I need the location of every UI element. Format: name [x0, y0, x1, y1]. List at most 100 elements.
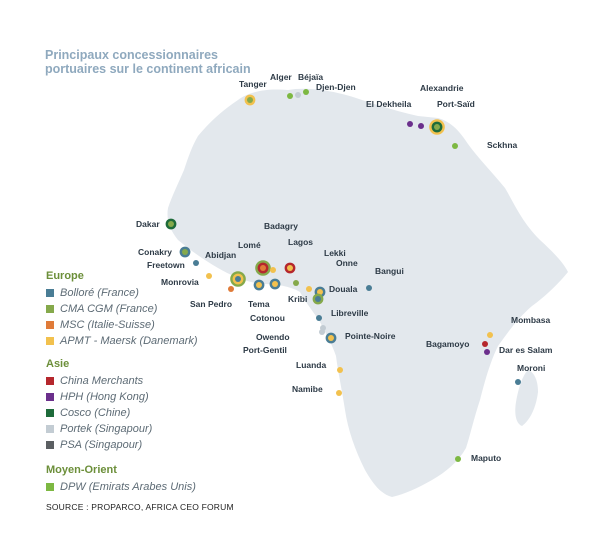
legend-label: APMT - Maersk (Danemark): [60, 335, 198, 347]
port-marker-conakry: Conakry: [138, 246, 191, 258]
port-marker-dakar: Dakar: [136, 218, 177, 230]
port-label: Maputo: [471, 453, 501, 463]
africa-landmass: [167, 88, 568, 497]
legend-item: APMT - Maersk (Danemark): [46, 333, 198, 349]
legend-item: CMA CGM (France): [46, 301, 198, 317]
legend-heading: Europe: [46, 270, 84, 282]
port-label: Douala: [329, 284, 358, 294]
port-label: Libreville: [331, 308, 369, 318]
port-marker-freetown: Freetown: [147, 260, 199, 270]
legend-europe: Europe Bolloré (France) CMA CGM (France)…: [46, 270, 198, 349]
port-dot: [287, 93, 293, 99]
port-label: Tanger: [239, 79, 267, 89]
port-label: Dar es Salam: [499, 345, 553, 355]
port-dot: [319, 329, 325, 335]
port-label: Namibe: [292, 384, 323, 394]
port-dot: [293, 280, 299, 286]
legend-swatch: [46, 337, 54, 345]
port-label: Monrovia: [161, 277, 199, 287]
port-label: Onne: [336, 258, 358, 268]
legend-item: China Merchants: [46, 373, 152, 389]
legend-item: PSA (Singapour): [46, 437, 152, 453]
port-label: Tema: [248, 299, 270, 309]
port-marker-cotonou: Cotonou: [250, 278, 285, 323]
port-marker-lom-: Lomé: [238, 240, 271, 276]
legend-heading: Asie: [46, 358, 70, 370]
port-label: Pointe-Noire: [345, 331, 396, 341]
port-marker-lekki: Lekki: [293, 248, 346, 286]
legend-item: HPH (Hong Kong): [46, 389, 152, 405]
legend-asie: Asie China Merchants HPH (Hong Kong) Cos…: [46, 358, 152, 453]
port-label: Lomé: [238, 240, 261, 250]
port-dot: [366, 285, 372, 291]
port-label: Sckhna: [487, 140, 518, 150]
port-ring: [287, 265, 293, 271]
port-marker-bagamoyo: Bagamoyo: [426, 339, 488, 349]
port-dot: [303, 89, 309, 95]
port-label: Port-Gentil: [243, 345, 287, 355]
port-label: Moroni: [517, 363, 545, 373]
port-marker-kribi: Kribi: [288, 293, 324, 305]
port-ring: [272, 281, 278, 287]
port-dot: [452, 143, 458, 149]
port-marker-dar-es-salam: Dar es Salam: [484, 345, 553, 355]
port-marker-b-ja-a: Béjaïa: [295, 72, 323, 98]
port-label: Béjaïa: [298, 72, 323, 82]
legend-swatch: [46, 441, 54, 449]
port-label: Freetown: [147, 260, 185, 270]
port-marker-badagry: Badagry: [264, 221, 298, 273]
port-marker-mombasa: Mombasa: [487, 315, 550, 338]
legend-item: MSC (Italie-Suisse): [46, 317, 198, 333]
port-marker-owendo: Owendo: [256, 325, 326, 342]
legend-item: Bolloré (France): [46, 285, 198, 301]
port-marker-abidjan: Abidjan: [205, 250, 246, 287]
port-marker-port-sa-d: Port-Saïd: [429, 99, 475, 135]
port-marker-tema: Tema: [248, 279, 270, 309]
port-dot: [306, 286, 312, 292]
port-marker-alexandrie: Alexandrie: [418, 83, 464, 129]
port-ring: [182, 249, 188, 255]
port-label: Lekki: [324, 248, 346, 258]
legend-swatch: [46, 377, 54, 385]
port-ring: [328, 335, 334, 341]
legend-heading: Moyen-Orient: [46, 464, 117, 476]
port-dot: [316, 315, 322, 321]
port-label: Kribi: [288, 294, 307, 304]
port-label: Djen-Djen: [316, 82, 356, 92]
port-dot: [228, 286, 234, 292]
port-label: Conakry: [138, 247, 172, 257]
legend-label: China Merchants: [60, 375, 144, 387]
port-label: Bangui: [375, 266, 404, 276]
port-marker-monrovia: Monrovia: [161, 273, 212, 287]
port-marker-tanger: Tanger: [239, 79, 267, 106]
port-label: Bagamoyo: [426, 339, 469, 349]
legend-item: DPW (Emirats Arabes Unis): [46, 479, 196, 495]
port-marker-pointe-noire: Pointe-Noire: [325, 331, 396, 344]
legend-label: Portek (Singapour): [60, 423, 153, 435]
port-marker-djen-djen: Djen-Djen: [303, 82, 356, 95]
map-title-line-1: Principaux concessionnaires: [45, 48, 218, 62]
port-label: El Dekheila: [366, 99, 412, 109]
port-ring: [260, 265, 266, 271]
africa-continent: [167, 88, 568, 497]
port-ring: [247, 97, 253, 103]
port-label: Abidjan: [205, 250, 236, 260]
port-marker-luanda: Luanda: [296, 360, 343, 373]
legend-swatch: [46, 289, 54, 297]
port-dot: [455, 456, 461, 462]
port-marker-alger: Alger: [270, 72, 293, 99]
port-label: Lagos: [288, 237, 313, 247]
port-marker-port-gentil: Port-Gentil: [243, 329, 325, 355]
port-ring: [434, 124, 440, 130]
legend-moyen-orient: Moyen-Orient DPW (Emirats Arabes Unis): [46, 464, 196, 495]
legend-label: PSA (Singapour): [60, 439, 143, 451]
port-ring: [235, 276, 241, 282]
port-marker-sckhna: Sckhna: [452, 140, 518, 150]
legend-label: CMA CGM (France): [60, 303, 158, 315]
legend-swatch: [46, 393, 54, 401]
port-ring: [317, 289, 323, 295]
port-marker-moroni: Moroni: [515, 363, 545, 385]
port-dot: [484, 349, 490, 355]
port-label: Luanda: [296, 360, 326, 370]
